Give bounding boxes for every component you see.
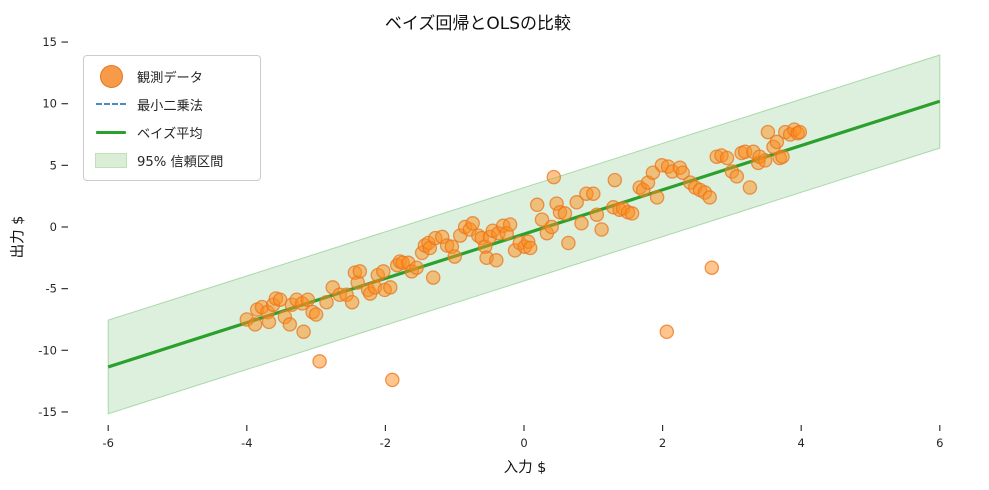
data-point xyxy=(792,124,808,140)
band-patch-icon xyxy=(94,152,128,168)
data-point xyxy=(465,216,480,231)
data-point xyxy=(757,153,773,168)
data-point xyxy=(300,292,316,307)
scatter-marker-icon xyxy=(94,64,128,88)
y-tick-label: 5 xyxy=(50,158,57,172)
band-patch xyxy=(95,152,127,168)
y-tick-label: 0 xyxy=(50,220,57,234)
data-point xyxy=(589,207,605,222)
solid-line-icon xyxy=(94,130,128,134)
y-tick-label: -10 xyxy=(38,343,57,357)
data-point xyxy=(522,240,538,256)
data-point xyxy=(586,186,601,201)
tick-labels: -6 -4 -2 0 2 4 6 -15 -10 -5 0 5 10 15 xyxy=(38,35,943,450)
x-tick-label: 4 xyxy=(798,436,805,450)
data-point xyxy=(261,314,277,330)
data-point xyxy=(704,260,720,275)
data-point xyxy=(425,270,441,285)
scatter-points xyxy=(239,122,808,388)
data-point xyxy=(312,354,327,369)
y-tick-label: 10 xyxy=(42,97,57,111)
data-point xyxy=(760,124,776,140)
solid-line xyxy=(96,130,126,134)
data-point xyxy=(489,253,504,268)
data-point xyxy=(319,294,334,310)
x-axis-label: 入力 $ xyxy=(503,460,547,476)
data-point xyxy=(296,324,311,340)
x-tick-label: 0 xyxy=(520,436,527,450)
data-point xyxy=(702,190,717,205)
legend-item-label: 95% 信頼区間 xyxy=(137,154,224,170)
data-point xyxy=(502,217,518,232)
data-point xyxy=(409,260,424,275)
data-point xyxy=(742,180,758,195)
legend-item: ベイズ平均 xyxy=(94,118,250,146)
data-point xyxy=(529,197,545,213)
data-point xyxy=(719,150,735,166)
y-tick-label: -5 xyxy=(46,282,57,296)
data-point xyxy=(594,222,609,237)
data-point xyxy=(569,195,584,210)
legend-item: 最小二乗法 xyxy=(94,90,250,118)
data-point xyxy=(383,280,398,295)
y-tick-label: -15 xyxy=(38,405,57,419)
legend-item-label: 最小二乗法 xyxy=(137,98,203,114)
data-point xyxy=(729,169,745,184)
dashed-line xyxy=(96,103,126,105)
data-point xyxy=(544,219,559,235)
data-point xyxy=(624,206,640,221)
data-point xyxy=(675,165,690,180)
legend-item-label: ベイズ平均 xyxy=(137,126,203,142)
data-point xyxy=(557,206,573,221)
x-tick-label: -4 xyxy=(241,436,252,450)
data-point xyxy=(649,190,665,205)
scatter-marker xyxy=(99,64,123,88)
x-tick-label: 2 xyxy=(659,436,666,450)
legend-item-label: 観測データ xyxy=(137,70,203,86)
data-point xyxy=(659,324,675,340)
data-point xyxy=(352,264,368,279)
data-point xyxy=(247,317,263,332)
data-point xyxy=(607,172,623,188)
dashed-line-icon xyxy=(94,103,128,105)
data-point xyxy=(376,264,391,279)
legend-item: 観測データ xyxy=(94,62,250,90)
x-tick-label: -2 xyxy=(380,436,391,450)
y-tick-label: 15 xyxy=(42,35,57,49)
data-point xyxy=(574,216,589,231)
data-point xyxy=(344,294,360,310)
data-point xyxy=(561,235,576,251)
chart-title: ベイズ回帰とOLSの比較 xyxy=(384,14,572,34)
data-point xyxy=(308,307,324,322)
data-point xyxy=(534,212,550,227)
data-point xyxy=(769,134,785,150)
legend: 観測データ最小二乗法ベイズ平均 95% 信頼区間 xyxy=(83,55,261,181)
x-tick-label: 6 xyxy=(936,436,943,450)
legend-item: 95% 信頼区間 xyxy=(94,146,250,174)
data-point xyxy=(447,249,462,264)
data-point xyxy=(546,169,562,185)
y-axis-label: 出力 $ xyxy=(10,215,27,259)
x-tick-label: -6 xyxy=(102,436,113,450)
axis-ticks xyxy=(61,41,941,431)
data-point xyxy=(775,149,790,164)
data-point xyxy=(385,372,400,388)
data-point xyxy=(282,317,298,332)
